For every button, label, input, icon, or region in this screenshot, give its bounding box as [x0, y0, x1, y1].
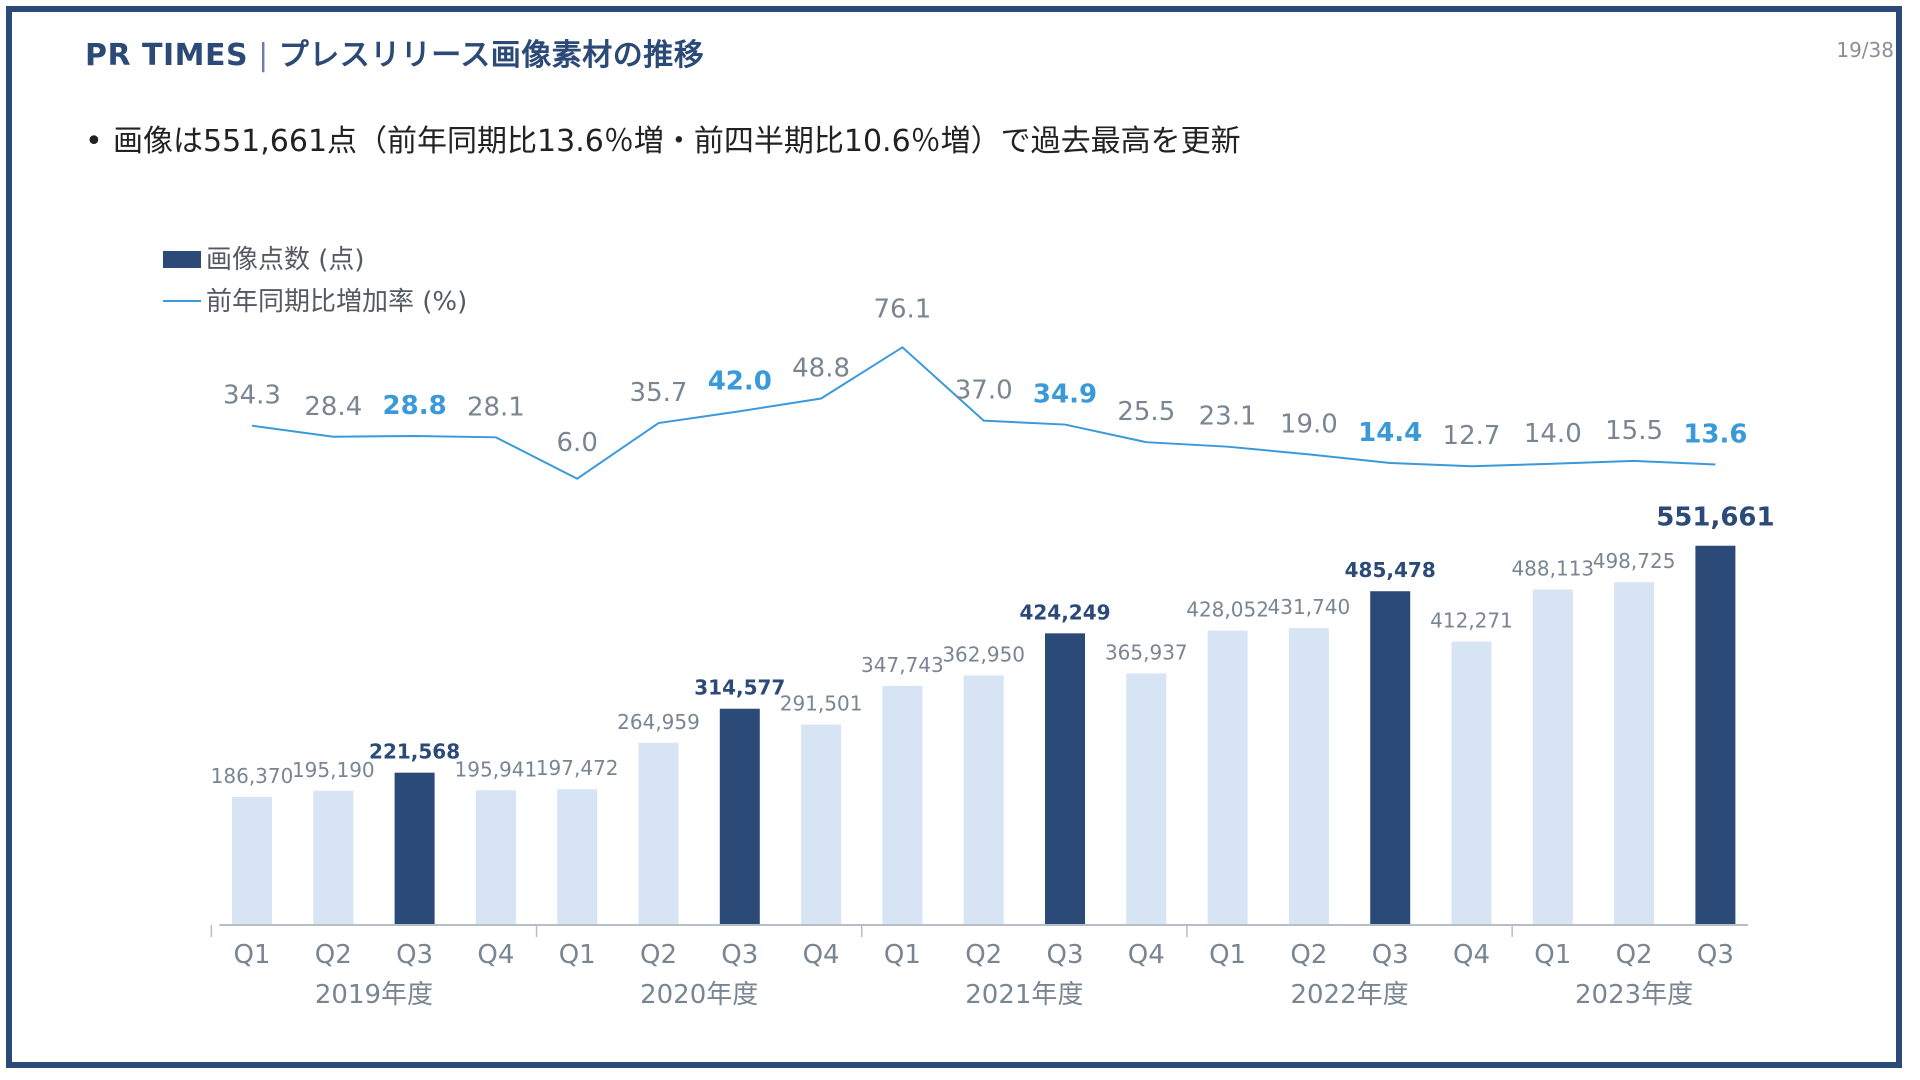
bar — [719, 708, 760, 925]
bar-value-label: 412,271 — [1430, 609, 1513, 633]
bar — [1532, 589, 1573, 925]
x-tick-label: Q2 — [315, 940, 352, 970]
x-tick-label: Q2 — [1616, 940, 1653, 970]
chart-legend: 画像点数 (点) 前年同期比増加率 (%) — [163, 245, 467, 317]
bar — [801, 724, 842, 925]
bar-value-label: 362,950 — [942, 642, 1025, 666]
bar — [232, 796, 272, 925]
rate-value-label: 13.6 — [1683, 420, 1747, 450]
year-group-label: 2021年度 — [965, 980, 1083, 1010]
rate-value-label: 76.1 — [873, 294, 931, 324]
bar-value-label: 195,941 — [455, 757, 538, 781]
year-group-label: 2022年度 — [1290, 980, 1408, 1010]
bar-value-label: 195,190 — [292, 758, 375, 782]
page-title: PR TIMES | プレスリリース画像素材の推移 — [85, 30, 704, 74]
bar — [1045, 633, 1085, 925]
x-tick-label: Q2 — [1290, 940, 1327, 970]
bar-value-label: 291,501 — [780, 692, 863, 716]
bar — [557, 789, 598, 925]
rate-value-label: 14.0 — [1524, 419, 1582, 449]
x-tick-label: Q4 — [1453, 940, 1490, 970]
bar-value-label: 186,370 — [211, 764, 294, 788]
bullet-text: 画像は551,661点（前年同期比13.6％増・前四半期比10.6％増）で過去最… — [113, 124, 1241, 159]
x-tick-label: Q3 — [1372, 940, 1409, 970]
rate-value-label: 28.4 — [304, 392, 362, 422]
x-tick-label: Q4 — [803, 940, 840, 970]
x-tick-label: Q3 — [1697, 940, 1734, 970]
bar-value-label: 314,577 — [694, 676, 785, 700]
bar — [1207, 630, 1248, 925]
year-group-label: 2019年度 — [315, 980, 433, 1010]
bar-value-label: 498,725 — [1593, 549, 1676, 573]
x-tick-label: Q2 — [965, 940, 1002, 970]
x-tick-label: Q4 — [477, 940, 514, 970]
bar — [1288, 628, 1329, 925]
bar — [963, 675, 1004, 925]
rate-value-label: 14.4 — [1358, 418, 1422, 448]
rate-value-label: 15.5 — [1605, 416, 1663, 446]
bar-value-label: 347,743 — [861, 653, 944, 677]
bar — [1370, 591, 1411, 925]
legend-bar-swatch — [163, 251, 201, 268]
legend-bar-label: 画像点数 (点) — [206, 245, 365, 275]
bar — [394, 772, 435, 925]
x-tick-label: Q1 — [559, 940, 596, 970]
bar — [638, 742, 679, 925]
rate-value-label: 34.9 — [1033, 380, 1097, 410]
rate-value-label: 6.0 — [557, 428, 598, 458]
bar-value-label: 424,249 — [1019, 600, 1110, 624]
bar-value-label: 221,568 — [369, 740, 460, 764]
bar-value-label: 264,959 — [617, 710, 700, 734]
x-tick-label: Q1 — [233, 940, 270, 970]
x-tick-label: Q1 — [884, 940, 921, 970]
x-tick-label: Q3 — [721, 940, 758, 970]
bar-value-label: 485,478 — [1345, 558, 1436, 582]
bar — [1695, 545, 1736, 925]
rate-value-label: 25.5 — [1117, 397, 1175, 427]
x-tick-label: Q3 — [1046, 940, 1083, 970]
bar-value-label: 428,052 — [1186, 598, 1269, 622]
year-group-label: 2023年度 — [1575, 980, 1693, 1010]
bar-value-label: 488,113 — [1511, 556, 1594, 580]
rate-value-label: 42.0 — [708, 366, 772, 396]
bar — [1451, 641, 1492, 925]
x-tick-label: Q2 — [640, 940, 677, 970]
legend-line-label: 前年同期比増加率 (%) — [206, 287, 467, 317]
x-tick-label: Q1 — [1209, 940, 1246, 970]
rate-value-label: 37.0 — [955, 376, 1013, 406]
brand-name: PR TIMES — [85, 38, 249, 73]
title-text: プレスリリース画像素材の推移 — [278, 38, 705, 73]
rate-value-label: 19.0 — [1280, 409, 1338, 439]
bar-value-label: 365,937 — [1105, 640, 1188, 664]
bar — [475, 790, 516, 925]
rate-value-label: 12.7 — [1443, 421, 1501, 451]
title-separator: | — [258, 38, 269, 73]
rate-line — [251, 346, 1716, 480]
bar-value-label: 197,472 — [536, 756, 619, 780]
summary-bullet: • 画像は551,661点（前年同期比13.6％増・前四半期比10.6％増）で過去… — [85, 116, 1241, 160]
x-tick-label: Q3 — [396, 940, 433, 970]
year-group-label: 2020年度 — [640, 980, 758, 1010]
page-number: 19/38 — [1836, 38, 1894, 62]
rate-value-label: 35.7 — [630, 378, 688, 408]
rate-value-label: 28.8 — [383, 391, 447, 421]
rate-value-label: 48.8 — [792, 354, 850, 384]
rate-value-label: 23.1 — [1199, 402, 1257, 432]
x-tick-label: Q1 — [1534, 940, 1571, 970]
bar — [1126, 673, 1167, 925]
bar-value-label: 551,661 — [1656, 503, 1774, 533]
bar-value-label: 431,740 — [1268, 595, 1351, 619]
bar — [882, 685, 923, 925]
rate-value-label: 28.1 — [467, 392, 525, 422]
bar — [313, 790, 354, 925]
bar — [1614, 582, 1655, 925]
rate-value-label: 34.3 — [223, 381, 281, 411]
x-tick-label: Q4 — [1128, 940, 1165, 970]
bullet-marker: • — [85, 124, 103, 159]
